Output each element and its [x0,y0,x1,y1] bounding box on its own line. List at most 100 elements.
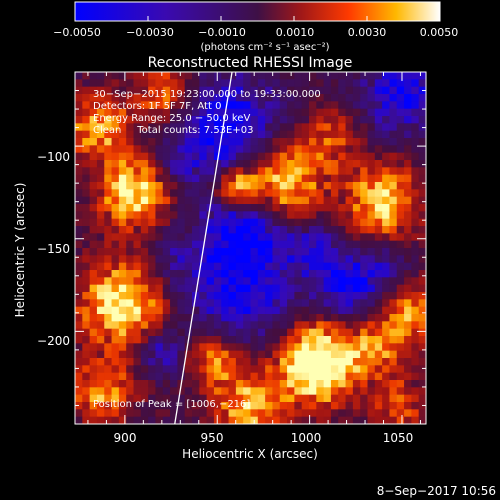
heatmap-cell [382,292,390,300]
heatmap-cell [177,306,186,315]
heatmap-cell [287,123,295,132]
heatmap-cell [89,211,98,220]
heatmap-cell [338,167,346,176]
heatmap-cell [338,94,346,102]
heatmap-cell [111,86,120,95]
heatmap-cell [382,387,390,396]
heatmap-cell [418,101,426,110]
heatmap-cell [345,196,354,205]
heatmap-cell [287,350,295,359]
heatmap-cell [374,240,383,249]
heatmap-cell [389,350,398,359]
heatmap-cell [294,299,303,308]
heatmap-cell [96,130,105,139]
heatmap-cell [75,182,83,190]
heatmap-cell [126,416,134,424]
heatmap-cell [133,270,142,278]
heatmap-cell [155,270,164,278]
heatmap-cell [170,86,178,95]
heatmap-cell [221,94,229,102]
heatmap-cell [257,94,266,102]
heatmap-cell [235,380,244,388]
heatmap-cell [345,277,354,286]
heatmap [75,72,426,424]
heatmap-cell [345,182,354,190]
heatmap-cell [170,358,178,366]
heatmap-cell [82,116,91,124]
heatmap-cell [257,79,266,88]
heatmap-cell [272,160,281,168]
heatmap-cell [111,152,120,161]
heatmap-cell [287,270,295,278]
heatmap-cell [411,182,420,190]
heatmap-cell [155,79,164,88]
heatmap-cell [272,262,281,271]
heatmap-cell [294,189,303,198]
heatmap-cell [411,277,420,286]
heatmap-cell [345,284,354,293]
heatmap-cell [250,372,259,381]
heatmap-cell [323,167,332,176]
heatmap-cell [294,394,303,403]
heatmap-cell [345,108,354,117]
heatmap-cell [294,292,303,300]
heatmap-cell [170,284,178,293]
heatmap-cell [396,380,405,388]
heatmap-cell [279,130,288,139]
heatmap-cell [170,218,178,227]
heatmap-cell [265,284,273,293]
heatmap-cell [170,160,178,168]
heatmap-cell [221,123,229,132]
heatmap-cell [257,211,266,220]
heatmap-cell [294,262,303,271]
heatmap-cell [309,72,317,80]
heatmap-cell [243,321,251,330]
heatmap-cell [155,204,164,212]
heatmap-cell [184,218,193,227]
heatmap-cell [192,343,200,352]
heatmap-cell [199,394,208,403]
heatmap-cell [301,255,310,264]
heatmap-cell [184,145,193,154]
heatmap-cell [382,262,390,271]
heatmap-cell [126,255,134,264]
heatmap-cell [82,218,91,227]
heatmap-cell [374,270,383,278]
heatmap-cell [396,409,405,418]
heatmap-cell [418,138,426,146]
heatmap-cell [213,130,222,139]
heatmap-cell [140,189,149,198]
heatmap-cell [404,394,412,403]
heatmap-cell [382,145,390,154]
heatmap-cell [360,343,368,352]
heatmap-cell [192,314,200,322]
heatmap-cell [199,130,208,139]
heatmap-cell [235,306,244,315]
heatmap-cell [352,277,361,286]
heatmap-cell [418,94,426,102]
heatmap-cell [192,130,200,139]
heatmap-cell [418,211,426,220]
heatmap-cell [243,108,251,117]
heatmap-cell [82,262,91,271]
heatmap-cell [287,343,295,352]
heatmap-cell [309,79,317,88]
heatmap-cell [265,306,273,315]
heatmap-cell [294,306,303,315]
heatmap-cell [213,138,222,146]
heatmap-cell [140,321,149,330]
heatmap-cell [287,130,295,139]
heatmap-cell [352,350,361,359]
heatmap-cell [396,299,405,308]
heatmap-cell [389,336,398,344]
heatmap-cell [126,167,134,176]
heatmap-cell [389,160,398,168]
heatmap-cell [396,182,405,190]
heatmap-cell [323,79,332,88]
heatmap-cell [228,343,237,352]
heatmap-cell [294,328,303,337]
heatmap-cell [367,270,376,278]
heatmap-cell [345,292,354,300]
heatmap-cell [374,306,383,315]
heatmap-cell [126,145,134,154]
